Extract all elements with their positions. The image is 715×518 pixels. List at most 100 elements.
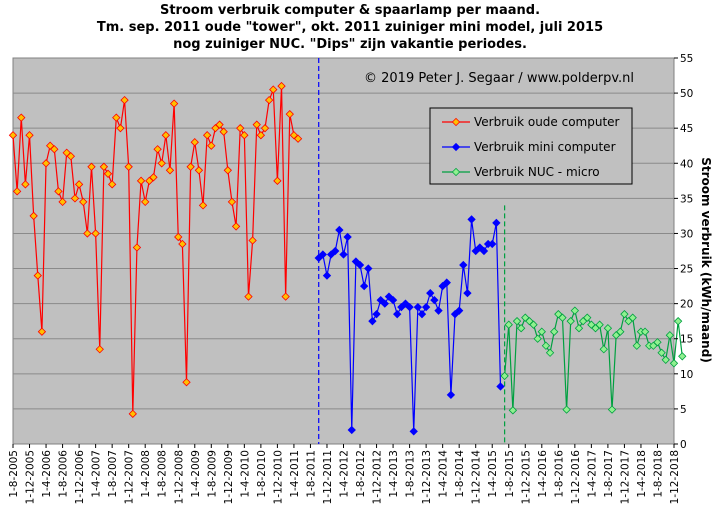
x-tick-label: 1-8-2012: [355, 450, 367, 498]
x-tick-label: 1-4-2015: [487, 450, 499, 498]
x-tick-label: 1-12-2014: [471, 450, 483, 505]
data-point: [203, 131, 212, 140]
x-tick-label: 1-8-2016: [553, 450, 565, 498]
x-tick-label: 1-4-2016: [537, 450, 549, 498]
x-tick-label: 1-12-2015: [520, 450, 532, 504]
data-point: [141, 197, 150, 207]
y-axis-ticks: 0 5 10 15 20 25 30 35 40 45 50 55: [674, 53, 693, 451]
x-tick-label: 1-8-2006: [58, 450, 70, 498]
data-point: [492, 218, 501, 228]
data-point: [417, 309, 427, 319]
data-point: [174, 232, 183, 242]
data-point: [132, 243, 142, 252]
data-point: [240, 131, 249, 140]
x-tick-label: 1-12-2005: [25, 450, 37, 504]
data-point: [33, 271, 42, 280]
data-point: [512, 317, 522, 326]
x-tick-label: 1-4-2011: [289, 450, 301, 498]
x-tick-label: 1-8-2010: [256, 450, 268, 498]
data-point: [29, 211, 38, 221]
data-point: [393, 309, 402, 319]
y-tick-label: 15: [680, 334, 693, 346]
data-point: [103, 169, 113, 178]
data-point: [289, 131, 299, 140]
data-point: [566, 317, 575, 326]
x-tick-label: 1-12-2011: [322, 450, 334, 504]
legend-label: Verbruik mini computer: [474, 140, 616, 154]
data-point: [165, 166, 175, 175]
data-point: [244, 292, 253, 301]
data-point: [157, 159, 166, 168]
x-tick-label: 1-12-2012: [372, 450, 384, 504]
data-point: [442, 278, 451, 287]
legend-box: [429, 107, 633, 185]
data-point: [488, 239, 497, 249]
data-point: [409, 427, 418, 436]
data-point: [467, 215, 476, 224]
data-point: [583, 313, 592, 322]
data-point: [355, 260, 365, 270]
x-tick-label: 1-8-2013: [405, 450, 417, 498]
x-tick-label: 1-12-2016: [570, 450, 582, 505]
data-point: [136, 176, 146, 185]
title-line-1: Stroom verbruik computer & spaarlamp per…: [159, 3, 541, 18]
data-point: [343, 232, 352, 242]
x-tick-label: 1-8-2018: [652, 450, 664, 498]
data-point: [58, 197, 67, 207]
y-tick-label: 5: [680, 404, 687, 416]
data-point: [219, 127, 228, 136]
data-point: [186, 162, 195, 171]
data-point: [388, 295, 398, 305]
x-tick-label: 1-12-2008: [173, 450, 185, 504]
data-point: [657, 348, 666, 357]
legend: Verbruik oude computer Verbruik mini comp…: [429, 107, 633, 185]
data-point: [215, 120, 224, 129]
data-point: [640, 327, 650, 336]
chart-title: Stroom verbruik computer & spaarlamp per…: [0, 2, 700, 53]
data-point: [41, 159, 51, 168]
data-point: [190, 138, 199, 147]
data-point: [562, 405, 571, 414]
y-axis-label: Stroom verbruik (kWh/maand): [699, 157, 713, 363]
data-point: [430, 295, 439, 305]
data-point: [574, 324, 584, 333]
data-point: [227, 197, 237, 207]
data-point: [661, 355, 670, 364]
x-tick-label: 1-8-2011: [305, 450, 317, 498]
data-point: [545, 348, 555, 357]
data-point: [364, 264, 373, 273]
data-point: [169, 99, 179, 108]
data-point: [322, 271, 332, 280]
data-point: [537, 327, 546, 336]
data-point: [128, 409, 137, 418]
data-point: [91, 229, 100, 238]
x-tick-label: 1-4-2013: [388, 450, 400, 498]
data-point: [459, 260, 468, 270]
data-point: [504, 320, 513, 329]
data-point: [54, 187, 63, 196]
x-tick-label: 1-8-2009: [206, 450, 218, 498]
data-point: [74, 180, 84, 189]
data-point: [455, 306, 464, 315]
x-tick-label: 1-4-2010: [239, 450, 251, 498]
data-point: [248, 236, 257, 245]
y-tick-label: 35: [680, 193, 693, 205]
x-tick-label: 1-4-2008: [140, 450, 152, 498]
data-point: [99, 162, 109, 171]
data-point: [120, 95, 129, 105]
data-point: [479, 246, 489, 256]
data-point: [231, 222, 241, 231]
data-point: [178, 239, 187, 249]
data-point: [107, 180, 117, 189]
x-tick-label: 1-12-2007: [124, 450, 136, 504]
x-tick-label: 1-12-2018: [669, 450, 681, 504]
data-point: [285, 109, 294, 119]
data-point: [293, 134, 303, 143]
separator-lines: [318, 58, 506, 444]
data-point: [17, 113, 26, 122]
data-point: [83, 229, 92, 238]
x-tick-label: 1-4-2009: [190, 450, 202, 498]
y-tick-label: 10: [680, 369, 693, 381]
x-tick-label: 1-4-2012: [339, 450, 351, 498]
